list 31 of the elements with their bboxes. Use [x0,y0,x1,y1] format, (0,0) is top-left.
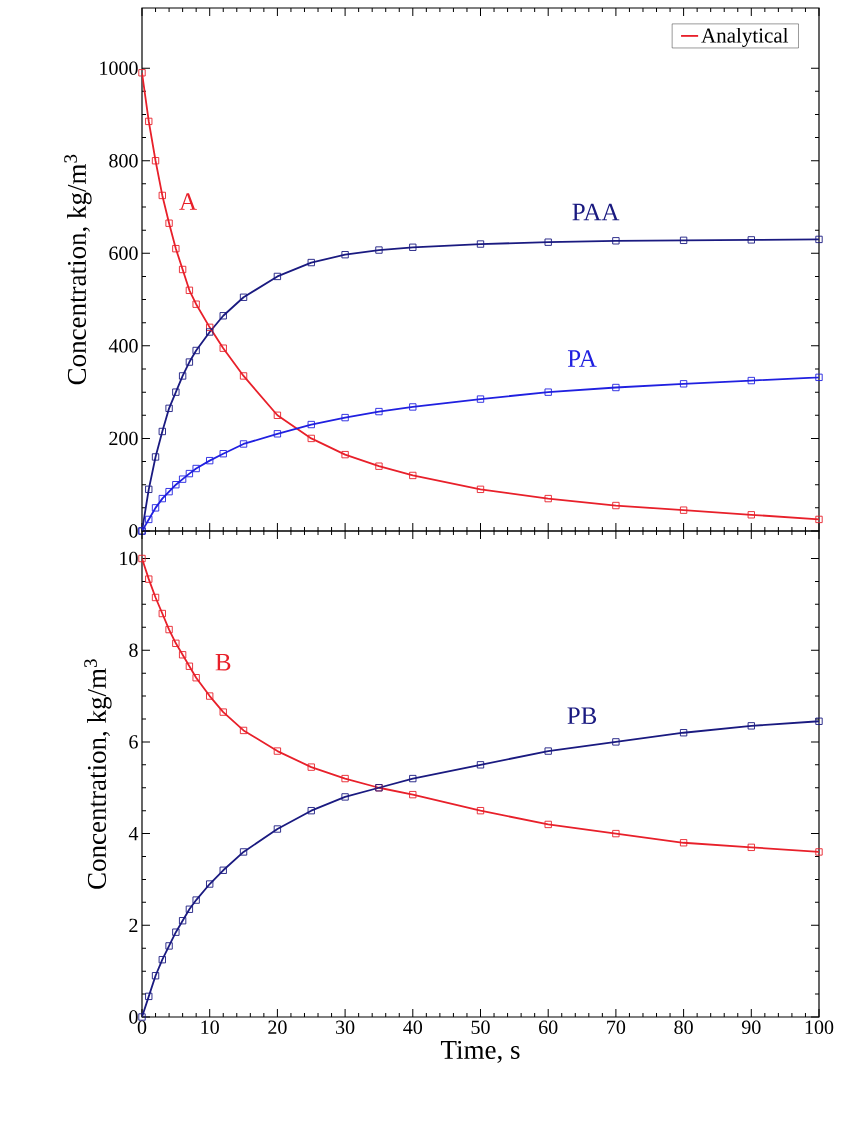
y-tick-label: 6 [129,735,138,749]
x-tick-label: 50 [471,1020,490,1035]
annotation: PB [567,707,597,724]
x-tick-label: 100 [805,1020,834,1035]
y-tick-label: 2 [129,918,138,932]
y-axis-title: Concentration, kg/m$^{3}$ [64,154,92,385]
annotation: PA [567,350,597,367]
x-tick-label: 30 [336,1020,355,1035]
y-tick-label: 4 [128,827,139,841]
y-tick-label: 8 [129,643,138,657]
y-tick-label: 0 [129,524,138,538]
x-tick-label: 10 [201,1020,219,1035]
annotation: A [179,193,197,210]
y-tick-label: 0 [129,1010,138,1024]
y-tick-label: 600 [109,246,138,261]
x-axis-title: Time, s [440,1040,520,1063]
y-tick-label: 200 [109,431,138,446]
x-tick-label: 80 [674,1020,693,1035]
y-tick-label: 800 [109,153,138,168]
x-tick-label: 20 [268,1020,287,1035]
legend-label: Analytical [701,27,789,47]
y-tick-label: 10 [120,551,138,566]
y-axis-title: Concentration, kg/m$^{3}$ [84,659,112,889]
x-tick-label: 40 [403,1020,423,1035]
annotation: B [215,653,231,671]
x-tick-label: 60 [539,1020,558,1035]
x-tick-label: 70 [607,1020,626,1035]
x-tick-label: 90 [741,1020,761,1035]
annotation: PAA [572,203,620,221]
y-tick-label: 400 [108,339,138,353]
y-tick-label: 1000 [100,61,138,75]
